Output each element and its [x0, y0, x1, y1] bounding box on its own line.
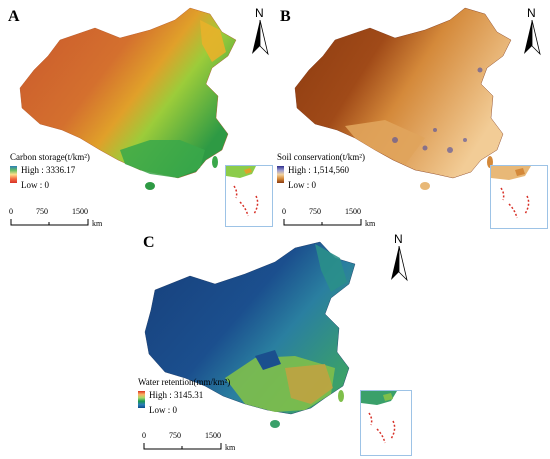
scale-label-1500: 1500 [205, 431, 221, 440]
south-china-sea-inset [490, 165, 548, 229]
taiwan-island [338, 390, 344, 402]
soil-conservation-legend: Soil conservation(t/km²) High : 1,514,56… [277, 152, 437, 192]
scale-label-1500: 1500 [345, 207, 361, 216]
panel-soil-conservation: B Soil conservation(t/km²) High : 1,514,… [275, 0, 550, 230]
scale-label-0: 0 [142, 431, 146, 440]
north-arrow: N [520, 6, 544, 56]
scale-bar: 0 750 1500 km [9, 207, 110, 229]
southwest-region [345, 120, 425, 165]
south-china-sea-inset [360, 390, 412, 456]
north-arrow: N [387, 232, 411, 282]
scale-label-750: 750 [36, 207, 48, 216]
scale-line [10, 219, 89, 226]
scale-line [143, 443, 222, 450]
carbon-storage-legend: Carbon storage(t/km²) High : 3336.17 Low… [10, 152, 170, 192]
legend-color-bar [138, 391, 145, 408]
southeast-hills [285, 364, 333, 404]
hainan-island [145, 182, 155, 190]
water-retention-map [144, 241, 356, 428]
hainan-island [420, 182, 430, 190]
legend-color-bar [10, 166, 17, 183]
panel-carbon-storage: A Carbon storage(t/km²) High : 3336.17 L… [0, 0, 275, 230]
north-label: N [255, 6, 264, 20]
soil-conservation-map [294, 7, 512, 190]
scale-label-750: 750 [309, 207, 321, 216]
inset-map [491, 166, 531, 219]
north-label: N [527, 6, 536, 20]
north-label: N [394, 232, 403, 246]
legend-title: Carbon storage(t/km²) [10, 152, 90, 162]
legend-low-value: Low : 0 [21, 180, 49, 190]
north-arrow-icon [524, 20, 541, 56]
north-arrow-icon [252, 20, 269, 56]
inset-map [226, 166, 259, 217]
northeast-forest [200, 20, 226, 62]
south-china-sea-inset [225, 165, 273, 227]
scale-label-0: 0 [282, 207, 286, 216]
scale-bar: 0 750 1500 km [142, 431, 243, 453]
panel-label: A [8, 8, 20, 25]
hainan-island [270, 420, 280, 428]
inset-map [361, 391, 397, 444]
legend-high-value: High : 1,514,560 [288, 165, 350, 175]
panel-label: C [143, 234, 155, 251]
legend-color-bar [277, 166, 284, 183]
north-arrow: N [248, 6, 272, 56]
northeast-region [315, 244, 347, 292]
high-erosion-patches [392, 67, 483, 153]
china-landmass [294, 7, 512, 179]
legend-high-value: High : 3336.17 [21, 165, 76, 175]
scale-unit: km [365, 219, 376, 228]
scale-unit: km [92, 219, 103, 228]
water-retention-legend: Water retention(mm/km²) High : 3145.31 L… [138, 377, 298, 417]
scale-line [283, 219, 362, 226]
panel-water-retention: C Water retention(mm/km²) High : 3145.31… [135, 228, 415, 458]
scale-label-750: 750 [169, 431, 181, 440]
legend-title: Soil conservation(t/km²) [277, 152, 365, 162]
taiwan-island [212, 156, 218, 168]
scale-label-1500: 1500 [72, 207, 88, 216]
north-arrow-icon [391, 246, 408, 282]
carbon-storage-map [19, 7, 237, 190]
legend-low-value: Low : 0 [149, 405, 177, 415]
scale-label-0: 0 [9, 207, 13, 216]
scale-unit: km [225, 443, 236, 452]
china-landmass [19, 7, 237, 179]
legend-title: Water retention(mm/km²) [138, 377, 231, 387]
scale-bar: 0 750 1500 km [282, 207, 383, 229]
south-china-forest [120, 140, 205, 178]
legend-high-value: High : 3145.31 [149, 390, 204, 400]
legend-low-value: Low : 0 [288, 180, 316, 190]
panel-label: B [280, 8, 291, 25]
sichuan-basin [255, 350, 281, 370]
